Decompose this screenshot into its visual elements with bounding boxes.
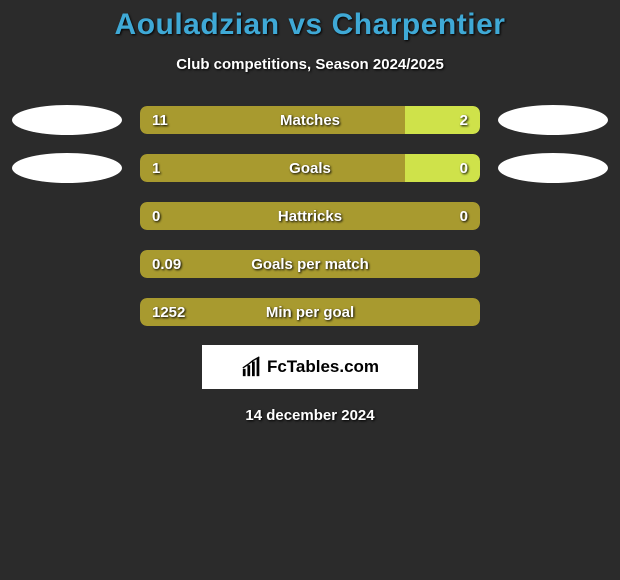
bar-fill-left — [140, 106, 405, 134]
barchart-icon — [241, 356, 263, 378]
bar-fill-left — [140, 202, 480, 230]
bar-fill-left — [140, 250, 480, 278]
bar-fill-right — [405, 154, 480, 182]
stat-row: 0Hattricks0 — [0, 201, 620, 231]
player-right-ellipse — [498, 153, 608, 183]
stat-bar: 11Matches2 — [140, 106, 480, 134]
stat-bar: 0.09Goals per match — [140, 250, 480, 278]
stat-bar: 1252Min per goal — [140, 298, 480, 326]
stats-card: Aouladzian vs Charpentier Club competiti… — [0, 0, 620, 424]
stat-row: 0.09Goals per match — [0, 249, 620, 279]
stat-bar: 1Goals0 — [140, 154, 480, 182]
logo-box: FcTables.com — [202, 345, 418, 389]
player-left-ellipse — [12, 153, 122, 183]
page-title: Aouladzian vs Charpentier — [0, 8, 620, 42]
player-left-ellipse — [12, 105, 122, 135]
logo-text: FcTables.com — [267, 357, 379, 377]
stat-row: 1252Min per goal — [0, 297, 620, 327]
stat-row: 1Goals0 — [0, 153, 620, 183]
date: 14 december 2024 — [0, 407, 620, 424]
bar-fill-left — [140, 154, 405, 182]
stat-row: 11Matches2 — [0, 105, 620, 135]
stat-bar: 0Hattricks0 — [140, 202, 480, 230]
player-right-ellipse — [498, 105, 608, 135]
subtitle: Club competitions, Season 2024/2025 — [0, 56, 620, 73]
bar-fill-right — [405, 106, 480, 134]
bar-fill-left — [140, 298, 480, 326]
bars-container: 11Matches2 1Goals0 0Hattricks0 0.09Goals pe… — [0, 105, 620, 327]
